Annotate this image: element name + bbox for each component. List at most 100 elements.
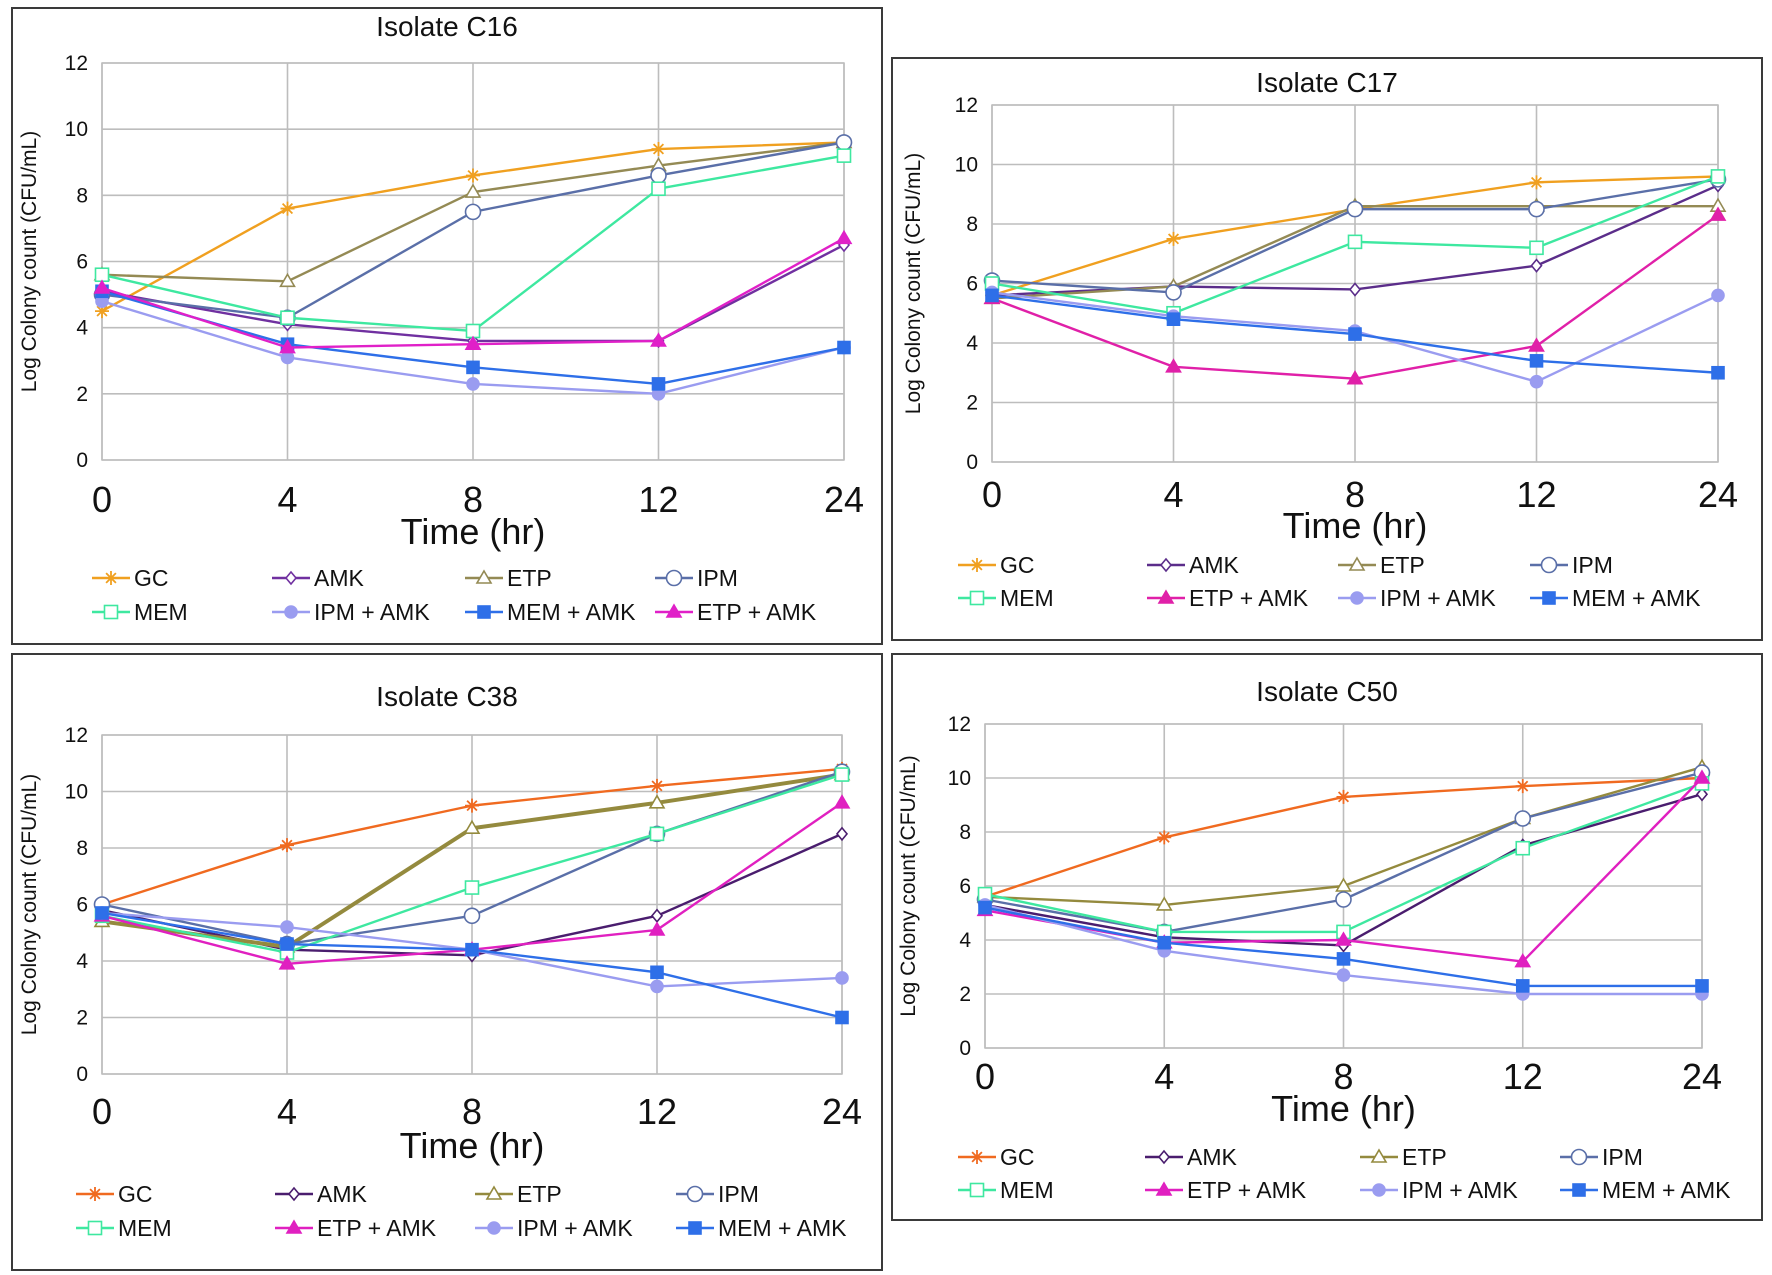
y-tick-label: 10 bbox=[955, 154, 978, 177]
legend-label: ETP + AMK bbox=[697, 599, 817, 625]
legend-label: MEM bbox=[1000, 585, 1054, 611]
legend-swatch-marker bbox=[1159, 557, 1173, 573]
data-point bbox=[836, 148, 852, 163]
legend-item: AMK bbox=[1147, 552, 1240, 578]
legend-swatch-marker bbox=[88, 1187, 102, 1201]
legend-item: IPM bbox=[655, 565, 738, 591]
legend-label: ETP + AMK bbox=[1189, 585, 1309, 611]
data-point bbox=[465, 942, 479, 957]
data-point bbox=[650, 778, 664, 793]
data-point bbox=[837, 340, 851, 355]
x-tick-label: 12 bbox=[1503, 1056, 1543, 1097]
data-point bbox=[1695, 979, 1709, 993]
data-point bbox=[1515, 779, 1530, 794]
x-tick-label: 0 bbox=[92, 1091, 112, 1132]
legend-item: MEM bbox=[76, 1215, 172, 1241]
data-point bbox=[1346, 370, 1364, 385]
legend-label: IPM bbox=[1602, 1144, 1643, 1170]
legend-label: AMK bbox=[1189, 552, 1240, 578]
legend-item: ETP + AMK bbox=[655, 599, 817, 625]
legend-label: AMK bbox=[317, 1181, 368, 1207]
legend-item: MEM bbox=[92, 599, 188, 625]
y-axis-label: Log Colony count (CFU/mL) bbox=[902, 153, 925, 414]
data-point bbox=[279, 272, 296, 288]
panel-frame bbox=[11, 7, 883, 645]
y-tick-label: 12 bbox=[65, 724, 88, 747]
y-axis-label: Log Colony count (CFU/mL) bbox=[897, 755, 920, 1016]
x-tick-label: 24 bbox=[1698, 474, 1738, 515]
data-point bbox=[1693, 769, 1711, 784]
data-point bbox=[280, 838, 294, 853]
legend-label: AMK bbox=[314, 565, 365, 591]
legend-label: MEM bbox=[118, 1215, 172, 1241]
y-tick-label: 2 bbox=[959, 983, 971, 1006]
x-tick-label: 8 bbox=[1345, 474, 1365, 515]
x-tick-label: 4 bbox=[1163, 474, 1183, 515]
legend-label: ETP bbox=[1402, 1144, 1447, 1170]
legend-swatch-marker bbox=[104, 571, 118, 585]
legend-item: ETP bbox=[1360, 1144, 1447, 1170]
legend-swatch-marker bbox=[970, 1150, 984, 1164]
x-tick-label: 0 bbox=[982, 474, 1002, 515]
legend-label: GC bbox=[1000, 1144, 1035, 1170]
data-point bbox=[650, 965, 664, 980]
legend-label: IPM + AMK bbox=[314, 599, 430, 625]
legend-label: IPM + AMK bbox=[1380, 585, 1496, 611]
x-tick-label: 12 bbox=[637, 1091, 677, 1132]
legend-swatch-marker bbox=[969, 590, 985, 606]
legend-item: GC bbox=[958, 1144, 1035, 1170]
chart-title: Isolate C16 bbox=[376, 11, 518, 42]
legend-label: MEM bbox=[1000, 1177, 1054, 1203]
y-tick-label: 0 bbox=[76, 449, 88, 472]
legend-item: AMK bbox=[1145, 1144, 1238, 1170]
data-point bbox=[280, 310, 295, 326]
legend-item: GC bbox=[958, 552, 1035, 578]
data-point bbox=[649, 826, 665, 842]
legend-swatch-marker bbox=[1372, 1183, 1386, 1197]
legend-swatch-marker bbox=[475, 569, 493, 584]
data-point bbox=[833, 794, 851, 809]
data-point bbox=[1346, 200, 1364, 218]
legend-label: MEM + AMK bbox=[1602, 1177, 1731, 1203]
legend-swatch-marker bbox=[1370, 1148, 1388, 1163]
legend-label: MEM + AMK bbox=[718, 1215, 847, 1241]
x-axis-label: Time (hr) bbox=[1283, 505, 1428, 546]
y-tick-label: 12 bbox=[65, 52, 88, 75]
series-mem-amk bbox=[978, 900, 1709, 993]
y-tick-label: 10 bbox=[65, 118, 88, 141]
legend-item: ETP bbox=[475, 1181, 562, 1207]
y-tick-label: 8 bbox=[76, 184, 88, 207]
data-point bbox=[93, 279, 111, 294]
data-point bbox=[834, 767, 850, 782]
legend: GC AMK ETP IPM MEM ETP + AMK IPM + AMK MEM + AM… bbox=[958, 1144, 1731, 1203]
data-point bbox=[650, 332, 667, 347]
x-tick-label: 12 bbox=[638, 479, 678, 520]
chart-title: Isolate C50 bbox=[1256, 676, 1398, 707]
legend-swatch-marker bbox=[103, 604, 119, 620]
data-point bbox=[1514, 810, 1532, 827]
legend-swatch-marker bbox=[1348, 556, 1366, 571]
legend-label: IPM + AMK bbox=[1402, 1177, 1518, 1203]
data-point bbox=[1529, 374, 1544, 389]
series-etp-amk bbox=[983, 206, 1727, 385]
data-point bbox=[835, 1010, 849, 1025]
legend-item: MEM + AMK bbox=[465, 599, 636, 625]
data-point bbox=[465, 323, 481, 339]
legend-item: MEM + AMK bbox=[1560, 1177, 1731, 1203]
y-tick-label: 0 bbox=[76, 1063, 88, 1086]
legend-swatch-marker bbox=[1157, 589, 1175, 604]
legend-item: GC bbox=[92, 565, 169, 591]
chart-title: Isolate C17 bbox=[1256, 67, 1398, 98]
legend-item: ETP bbox=[465, 565, 552, 591]
legend-item: IPM + AMK bbox=[1360, 1177, 1518, 1203]
x-axis-label: Time (hr) bbox=[401, 511, 546, 552]
data-point bbox=[1709, 206, 1727, 221]
data-point bbox=[651, 181, 666, 197]
legend-label: ETP bbox=[517, 1181, 562, 1207]
y-tick-label: 12 bbox=[955, 94, 978, 117]
legend-swatch-marker bbox=[688, 1221, 702, 1235]
data-point bbox=[1514, 953, 1532, 968]
legend-label: IPM bbox=[697, 565, 738, 591]
legend-swatch-marker bbox=[665, 569, 683, 587]
